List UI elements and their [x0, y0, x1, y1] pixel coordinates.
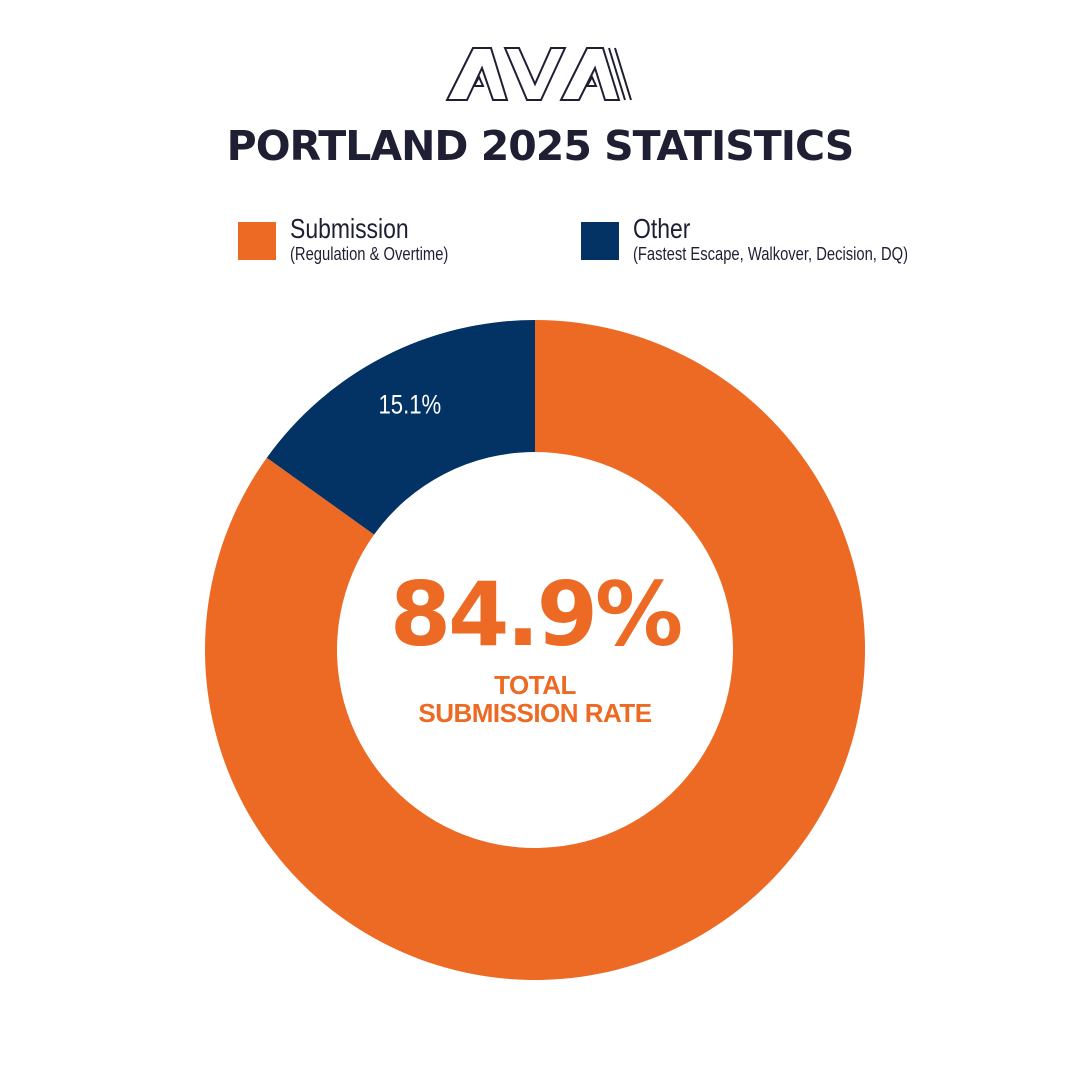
ava-logo-icon	[445, 47, 632, 101]
legend-sublabel-other: (Fastest Escape, Walkover, Decision, DQ)	[633, 244, 909, 264]
center-label-line1: TOTAL	[494, 670, 576, 700]
center-label: TOTAL SUBMISSION RATE	[335, 671, 735, 727]
donut-slice-other	[266, 320, 535, 535]
center-value: 84.9%	[389, 563, 683, 666]
page-title: PORTLAND 2025 STATISTICS	[226, 122, 855, 170]
legend-label-submission: Submission	[290, 213, 409, 244]
legend-swatch-other	[581, 222, 619, 260]
legend-label-other: Other	[633, 213, 691, 244]
legend-swatch-submission	[238, 222, 276, 260]
donut-slice-submission	[204, 320, 866, 980]
legend-sublabel-submission: (Regulation & Overtime)	[290, 244, 449, 264]
center-label-line2: SUBMISSION RATE	[418, 698, 652, 728]
data-label-other: 15.1%	[378, 390, 441, 420]
